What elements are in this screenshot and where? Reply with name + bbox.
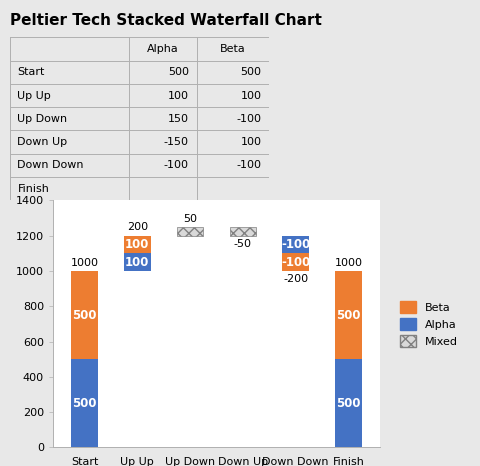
Text: Up Up: Up Up <box>17 90 51 101</box>
Text: 50: 50 <box>183 214 197 224</box>
Text: Up Down: Up Down <box>17 114 67 124</box>
Bar <box>124 254 150 271</box>
Text: 100: 100 <box>125 238 149 251</box>
Text: -100: -100 <box>280 238 310 251</box>
Text: -100: -100 <box>236 160 261 171</box>
Bar <box>335 359 361 447</box>
Text: -50: -50 <box>233 239 252 249</box>
Text: -150: -150 <box>164 137 189 147</box>
Bar <box>229 227 255 236</box>
Text: -200: -200 <box>282 274 308 284</box>
Bar <box>124 236 150 254</box>
Text: 100: 100 <box>240 137 261 147</box>
Text: 100: 100 <box>125 256 149 268</box>
Bar <box>282 254 308 271</box>
Text: -100: -100 <box>236 114 261 124</box>
Bar <box>71 271 97 359</box>
Text: 100: 100 <box>168 90 189 101</box>
Legend: Beta, Alpha, Mixed: Beta, Alpha, Mixed <box>395 297 462 351</box>
Bar <box>282 236 308 254</box>
Text: Start: Start <box>17 67 45 77</box>
Text: 1000: 1000 <box>334 258 361 268</box>
Bar <box>177 227 203 236</box>
Text: 500: 500 <box>240 67 261 77</box>
Text: Down Down: Down Down <box>17 160 84 171</box>
Bar <box>335 271 361 359</box>
Text: 500: 500 <box>72 308 96 322</box>
Text: Peltier Tech Stacked Waterfall Chart: Peltier Tech Stacked Waterfall Chart <box>10 14 321 28</box>
Text: Alpha: Alpha <box>147 44 179 54</box>
Text: -100: -100 <box>280 256 310 268</box>
Text: 1000: 1000 <box>71 258 98 268</box>
Text: Finish: Finish <box>17 184 49 194</box>
Text: 500: 500 <box>168 67 189 77</box>
Bar <box>71 359 97 447</box>
Text: 200: 200 <box>127 222 147 233</box>
Text: Beta: Beta <box>220 44 245 54</box>
Text: -100: -100 <box>164 160 189 171</box>
Text: 500: 500 <box>336 308 360 322</box>
Text: 100: 100 <box>240 90 261 101</box>
Text: 150: 150 <box>168 114 189 124</box>
Text: 500: 500 <box>336 397 360 410</box>
Text: Down Up: Down Up <box>17 137 67 147</box>
Text: 500: 500 <box>72 397 96 410</box>
